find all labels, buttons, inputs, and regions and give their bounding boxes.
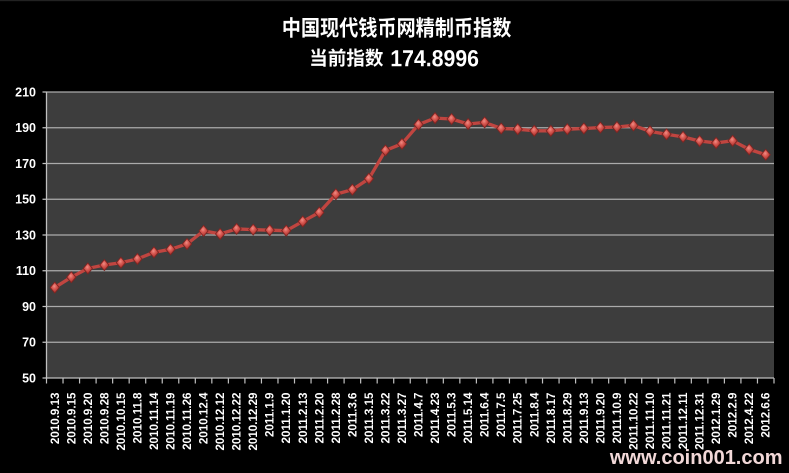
svg-text:2010.11.14: 2010.11.14	[148, 392, 161, 450]
svg-text:110: 110	[16, 264, 36, 278]
svg-text:2011.9.13: 2011.9.13	[578, 392, 591, 443]
svg-text:2010.9.28: 2010.9.28	[98, 392, 111, 444]
svg-text:www.coin001.com: www.coin001.com	[609, 447, 783, 468]
svg-text:70: 70	[22, 336, 36, 350]
svg-text:2011.3.27: 2011.3.27	[396, 393, 409, 444]
svg-text:2011.12.11: 2011.12.11	[677, 392, 690, 449]
svg-text:2010.9.20: 2010.9.20	[82, 393, 95, 445]
svg-text:2011.8.4: 2011.8.4	[528, 392, 541, 437]
svg-text:2010.12.4: 2010.12.4	[198, 392, 211, 444]
svg-text:2011.3.15: 2011.3.15	[363, 392, 376, 443]
svg-text:2012.1.29: 2012.1.29	[710, 392, 723, 444]
svg-text:2010.9.13: 2010.9.13	[49, 392, 62, 444]
svg-text:2012.6.6: 2012.6.6	[760, 392, 773, 438]
svg-text:2011.1.20: 2011.1.20	[280, 393, 293, 444]
svg-text:2011.5.14: 2011.5.14	[462, 392, 475, 443]
svg-text:2011.7.5: 2011.7.5	[495, 392, 508, 437]
svg-text:2012.4.22: 2012.4.22	[743, 393, 756, 445]
svg-text:2011.10.9: 2011.10.9	[611, 392, 624, 443]
svg-text:2011.5.3: 2011.5.3	[446, 392, 459, 437]
svg-text:2011.2.13: 2011.2.13	[297, 392, 310, 443]
svg-text:2011.7.25: 2011.7.25	[512, 392, 525, 443]
svg-text:210: 210	[15, 85, 36, 99]
svg-text:2011.4.23: 2011.4.23	[429, 392, 442, 443]
svg-text:2010.9.15: 2010.9.15	[65, 392, 78, 444]
svg-text:2011.11.10: 2011.11.10	[644, 393, 657, 450]
svg-text:50: 50	[22, 371, 36, 385]
svg-text:2011.8.17: 2011.8.17	[545, 393, 558, 444]
svg-text:90: 90	[22, 300, 36, 314]
svg-text:2011.3.22: 2011.3.22	[379, 393, 392, 444]
svg-text:150: 150	[15, 193, 36, 207]
svg-text:190: 190	[15, 121, 36, 135]
svg-text:2010.10.15: 2010.10.15	[115, 392, 128, 451]
svg-text:2011.9.20: 2011.9.20	[594, 393, 607, 444]
svg-text:2010.12.22: 2010.12.22	[231, 393, 244, 451]
svg-text:2011.6.4: 2011.6.4	[479, 392, 492, 437]
svg-text:2011.4.7: 2011.4.7	[413, 393, 426, 438]
svg-text:2011.11.21: 2011.11.21	[661, 392, 674, 449]
svg-text:2010.11.19: 2010.11.19	[165, 392, 178, 450]
svg-text:2011.10.22: 2011.10.22	[627, 393, 640, 450]
svg-text:2012.2.9: 2012.2.9	[727, 392, 740, 438]
svg-text:170: 170	[15, 157, 36, 171]
svg-text:2010.12.29: 2010.12.29	[247, 392, 260, 451]
svg-text:2011.2.20: 2011.2.20	[313, 393, 326, 444]
svg-text:2010.11.26: 2010.11.26	[181, 392, 194, 450]
svg-text:2011.3.6: 2011.3.6	[346, 392, 359, 437]
svg-text:2010.12.12: 2010.12.12	[214, 393, 227, 451]
svg-text:2010.11.8: 2010.11.8	[131, 392, 144, 443]
svg-text:130: 130	[15, 228, 36, 242]
svg-text:2011.8.29: 2011.8.29	[561, 392, 574, 443]
svg-text:2011.2.28: 2011.2.28	[330, 392, 343, 443]
svg-text:2011.12.31: 2011.12.31	[694, 392, 707, 450]
svg-text:2011.1.9: 2011.1.9	[264, 392, 277, 437]
